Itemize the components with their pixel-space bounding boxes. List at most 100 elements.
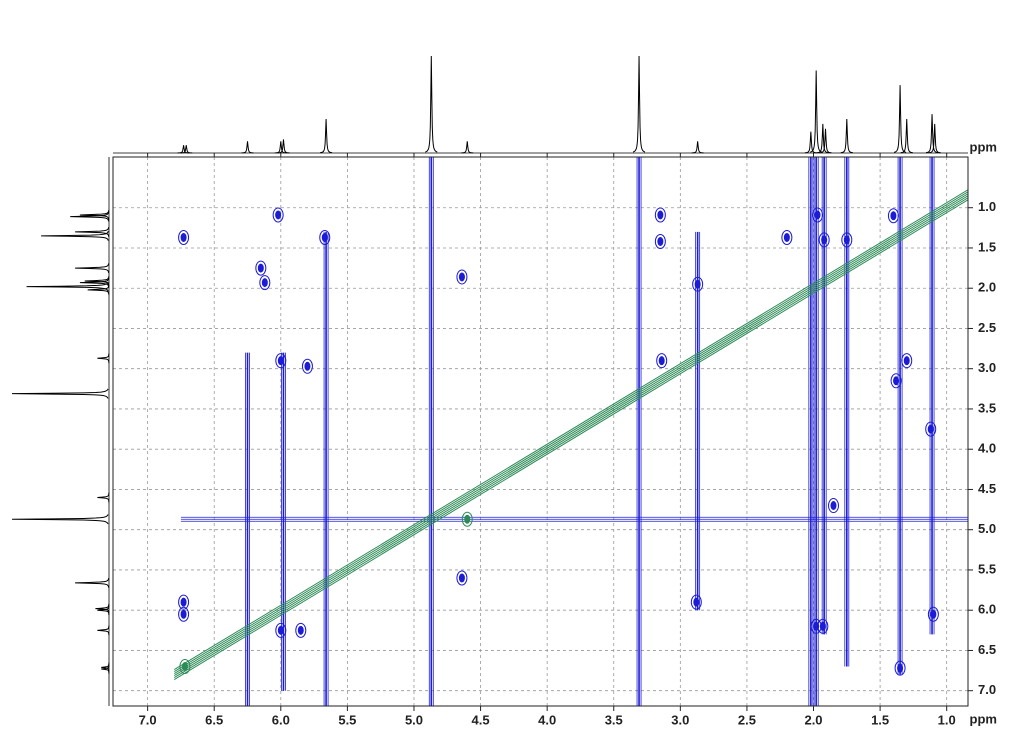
left-projection-peak <box>101 662 110 673</box>
cross-peak <box>301 358 313 374</box>
x-tick-label: 7.0 <box>139 712 157 727</box>
left-projection-peak <box>70 211 110 222</box>
cross-peak <box>275 353 287 369</box>
contour-ring <box>301 358 313 374</box>
cross-peak <box>841 232 853 248</box>
contour-ring <box>180 609 187 619</box>
x-tick-label: 1.5 <box>871 712 889 727</box>
contour-ring <box>890 373 902 389</box>
contour-ring <box>930 609 937 619</box>
contour-ring <box>821 235 828 245</box>
contour-ring <box>818 232 830 248</box>
contour-ring <box>817 618 829 634</box>
diagonal <box>174 189 968 671</box>
cross-peak <box>827 498 839 514</box>
contour-ring <box>259 275 271 291</box>
contour-ring <box>843 235 850 245</box>
y-tick-label: 3.5 <box>978 400 996 415</box>
x-tick-label: 5.0 <box>405 712 423 727</box>
plot-frame <box>112 156 969 707</box>
contour-ring <box>827 498 839 514</box>
cross-peak <box>656 353 668 369</box>
contour-ring <box>295 622 307 638</box>
diagonal <box>174 197 968 679</box>
left-projection-peak <box>97 492 110 503</box>
contour-ring <box>458 573 465 583</box>
cross-peak <box>461 511 473 527</box>
contour-ring <box>272 207 284 223</box>
diagonal <box>174 199 968 681</box>
cross-peak <box>178 606 190 622</box>
left-projection-peak <box>84 276 110 286</box>
plot-area <box>113 157 968 706</box>
cross-peak <box>817 618 829 634</box>
diagonal <box>174 195 968 677</box>
contour-ring <box>819 621 826 631</box>
contour-ring <box>925 421 937 437</box>
cross-peak <box>692 276 704 292</box>
cross-peak <box>295 622 307 638</box>
cross-peak <box>456 570 468 586</box>
contour-ring <box>456 570 468 586</box>
contour-ring <box>180 597 187 607</box>
contour-ring <box>297 625 304 635</box>
cross-peak <box>781 229 793 245</box>
contour-ring <box>657 237 664 247</box>
cross-peak <box>255 260 267 276</box>
contour-ring <box>458 272 465 282</box>
top-projection-peak <box>461 141 474 154</box>
contour-ring <box>654 207 666 223</box>
top-projection-peak <box>425 55 438 153</box>
top-projection-peak <box>925 114 939 154</box>
y-tick-label: 6.5 <box>978 642 996 657</box>
contour-ring <box>890 211 897 221</box>
contour-ring <box>693 597 700 607</box>
cross-peak <box>887 208 899 224</box>
cross-peak <box>690 594 702 610</box>
left-projection-peak <box>11 388 109 399</box>
contour-ring <box>275 353 287 369</box>
top-projection-peak <box>691 141 704 154</box>
contour-ring <box>927 606 939 622</box>
diagonal <box>174 193 968 675</box>
contour-ring <box>321 232 328 242</box>
contour-ring <box>255 260 267 276</box>
top-projection-peak <box>632 55 646 153</box>
top-projection-peak <box>816 123 829 154</box>
y-tick-label: 6.0 <box>978 602 996 617</box>
contour-ring <box>887 208 899 224</box>
top-projection-peak <box>804 131 817 154</box>
contour-ring <box>783 232 790 242</box>
cross-peak <box>178 229 190 245</box>
y-axis-label: ppm <box>970 139 997 154</box>
contour-ring <box>903 356 910 366</box>
left-projection-peak <box>75 263 110 273</box>
x-tick-label: 2.5 <box>738 712 756 727</box>
x-tick-label: 3.0 <box>671 712 689 727</box>
cross-peak <box>178 594 190 610</box>
x-tick-label: 6.5 <box>205 712 223 727</box>
contour-ring <box>893 376 900 386</box>
cross-peak <box>654 234 666 250</box>
contour-ring <box>841 232 853 248</box>
left-projection-peak <box>11 514 109 525</box>
top-projection-peak <box>900 119 913 154</box>
top-projection-peak <box>320 119 333 154</box>
y-tick-label: 4.5 <box>978 481 996 496</box>
contour-ring <box>694 279 701 289</box>
y-tick-label: 2.5 <box>978 320 996 335</box>
contour-ring <box>901 353 913 369</box>
y-tick-label: 1.5 <box>978 239 996 254</box>
contour-ring <box>257 263 264 273</box>
left-projection-peak <box>97 353 110 364</box>
top-projection-peak <box>277 139 290 154</box>
top-projection-peak <box>177 145 190 154</box>
y-tick-label: 3.0 <box>978 360 996 375</box>
contour-ring <box>658 356 665 366</box>
x-tick-label: 5.5 <box>338 712 356 727</box>
contour-ring <box>897 663 904 673</box>
left-projection-peak <box>41 230 109 241</box>
diagonal <box>174 191 968 673</box>
cross-peak <box>894 660 906 676</box>
